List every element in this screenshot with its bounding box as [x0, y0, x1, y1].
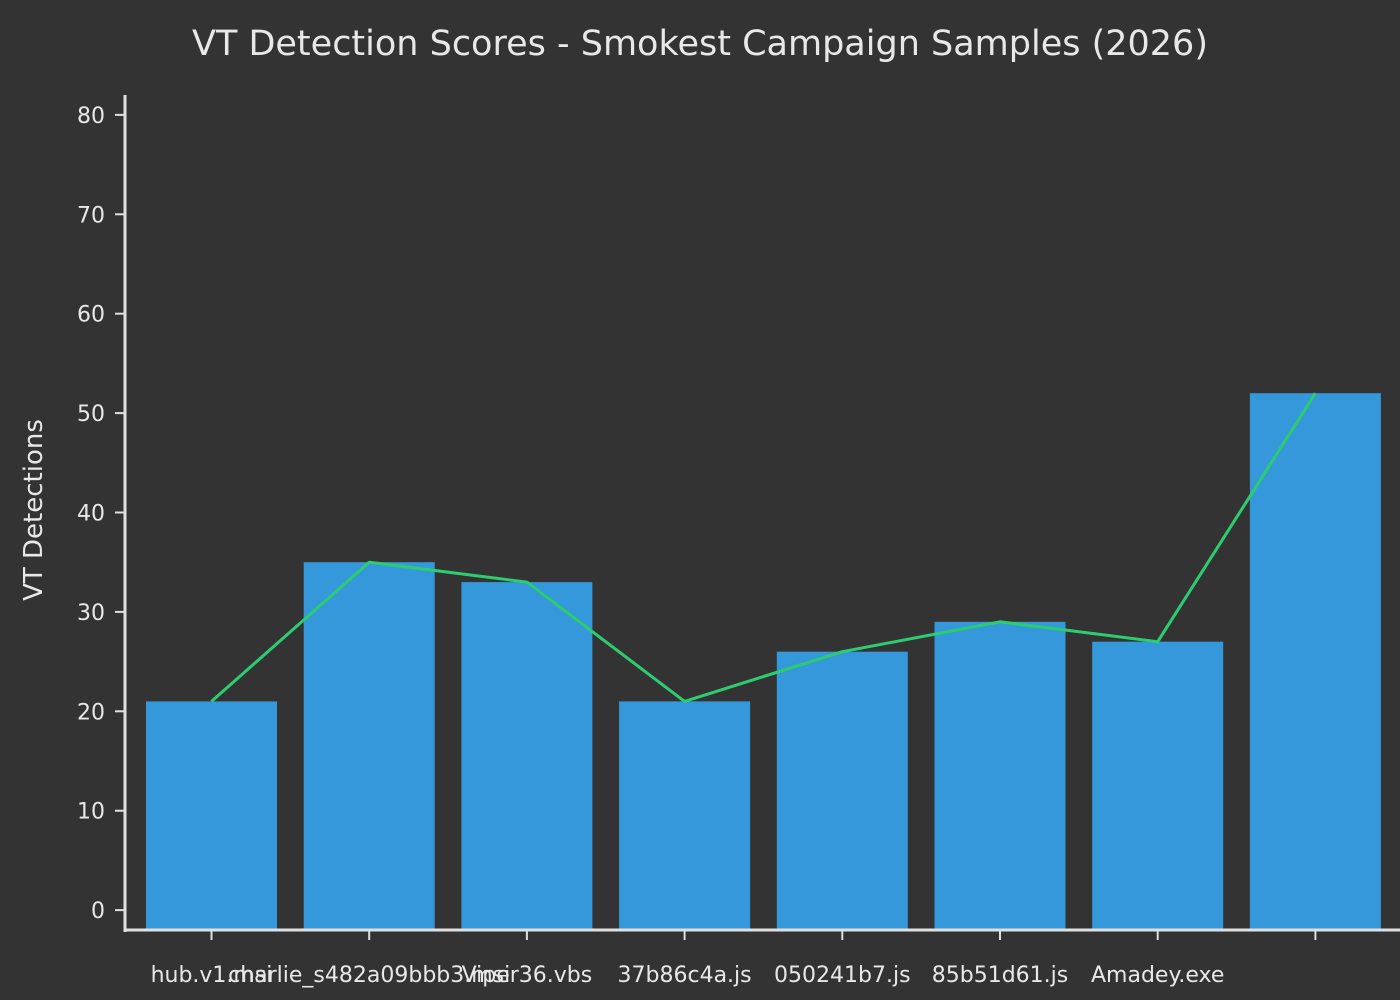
- bar-5: [934, 621, 1066, 930]
- y-axis-label: VT Detections: [19, 419, 49, 601]
- y-tick-label-10: 10: [77, 800, 105, 825]
- y-tick-label-20: 20: [77, 700, 105, 725]
- bar-7: [1249, 393, 1381, 930]
- y-tick-label-70: 70: [77, 203, 105, 228]
- bar-6: [1092, 641, 1224, 930]
- bar-0: [146, 701, 277, 930]
- x-tick-label-1: charlie_s482a09bbb3.msi: [228, 963, 510, 988]
- y-tick-label-60: 60: [77, 303, 105, 328]
- y-tick-label-40: 40: [77, 502, 105, 527]
- bar-3: [619, 701, 751, 930]
- line-group: [210, 392, 1317, 703]
- x-tick-label-3: 37b86c4a.js: [618, 963, 752, 988]
- x-tick-label-2: Viper36.vbs: [462, 963, 593, 988]
- line-series: [210, 392, 1317, 703]
- bar-4: [776, 651, 908, 930]
- y-tick-label-30: 30: [77, 601, 105, 626]
- x-tick-label-6: Amadey.exe: [1091, 963, 1224, 988]
- chart-title: VT Detection Scores - Smokest Campaign S…: [192, 24, 1208, 64]
- bar-2: [461, 582, 593, 930]
- bar-1: [303, 562, 435, 930]
- bars-group: [146, 393, 1381, 930]
- y-tick-label-80: 80: [77, 104, 105, 129]
- x-tick-label-0: hub.v1.msi: [151, 963, 273, 988]
- x-tick-label-4: 050241b7.js: [774, 963, 911, 988]
- axes-group: 0 10 20 30 40 50 60 70 80 hub.v1.msicharlie_s482a…: [77, 95, 1400, 988]
- x-tick-label-5: 85b51d61.js: [932, 963, 1068, 988]
- y-tick-label-0: 0: [91, 899, 105, 924]
- y-tick-label-50: 50: [77, 402, 105, 427]
